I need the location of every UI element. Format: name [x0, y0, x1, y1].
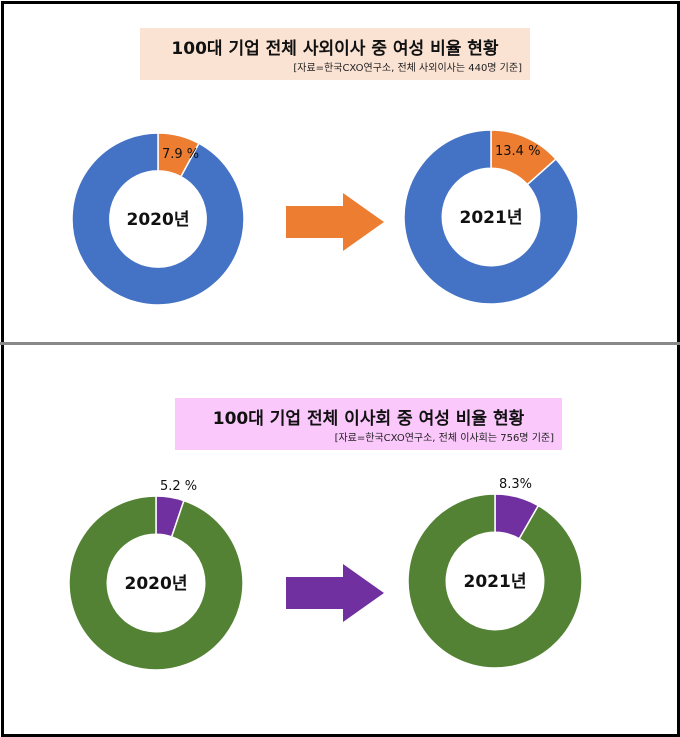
- section2-arrow-icon: [286, 564, 384, 622]
- donut-year-label: 2021년: [460, 208, 523, 228]
- donut-chart-2020-board: 2020년 5.2 %: [68, 479, 244, 671]
- donut-percent-label: 5.2 %: [160, 479, 197, 494]
- donut-year-label: 2020년: [127, 210, 190, 230]
- section2-source: [자료=한국CXO연구소, 전체 이사회는 756명 기준]: [334, 433, 554, 444]
- donut-percent-label: 8.3%: [499, 477, 532, 492]
- section1-title: 100대 기업 전체 사외이사 중 여성 비율 현황: [171, 39, 499, 59]
- donut-percent-label: 7.9 %: [162, 147, 199, 162]
- donut-slice-rest: [71, 132, 245, 306]
- donut-chart-2020-outside-directors: 2020년 7.9 %: [71, 132, 245, 306]
- donut-slice-rest: [403, 129, 579, 305]
- section2-title-box: 100대 기업 전체 이사회 중 여성 비율 현황 [자료=한국CXO연구소, …: [175, 398, 562, 450]
- donut-slice-rest: [407, 493, 583, 669]
- donut-percent-label: 13.4 %: [495, 144, 540, 159]
- section1-arrow-icon: [286, 193, 384, 251]
- donut-slice-rest: [68, 495, 244, 671]
- donut-chart-2021-outside-directors: 2021년 13.4 %: [403, 129, 579, 305]
- section2-title: 100대 기업 전체 이사회 중 여성 비율 현황: [212, 409, 525, 429]
- donut-year-label: 2021년: [464, 572, 527, 592]
- section1-title-box: 100대 기업 전체 사외이사 중 여성 비율 현황 [자료=한국CXO연구소,…: [140, 28, 530, 80]
- donut-year-label: 2020년: [125, 574, 188, 594]
- section1-source: [자료=한국CXO연구소, 전체 사외이사는 440명 기준]: [293, 63, 522, 74]
- donut-chart-2021-board: 2021년 8.3%: [407, 477, 583, 669]
- section-divider: [0, 342, 680, 345]
